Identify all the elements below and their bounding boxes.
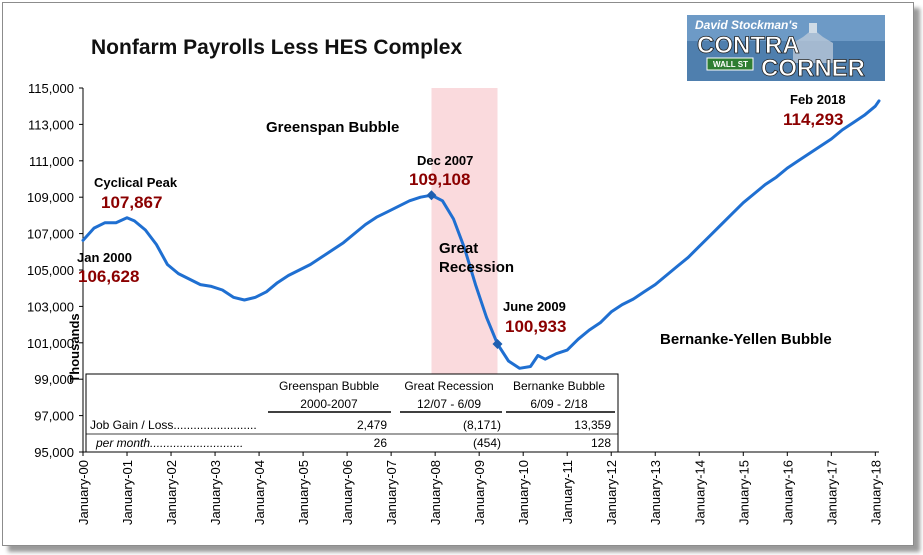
table-row1-col2: (8,171) — [463, 418, 501, 432]
era-recession-1: Great — [439, 240, 478, 257]
annotation-jan2000-label: Jan 2000 — [77, 250, 132, 265]
table-col3-name: Bernanke Bubble — [513, 379, 605, 393]
annotation-jun2009-value: 100,933 — [505, 317, 566, 336]
chart-canvas: Nonfarm Payrolls Less HES Complex David … — [27, 15, 885, 525]
x-tick-label: January-09 — [472, 460, 487, 525]
logo-sign: WALL ST — [713, 60, 748, 69]
x-tick-label: January-03 — [208, 460, 223, 525]
logo-line2: CONTRA — [697, 32, 800, 59]
logo-line1: David Stockman's — [695, 18, 798, 32]
x-tick-label: January-06 — [340, 460, 355, 525]
x-tick-label: January-08 — [428, 460, 443, 525]
annotation-peak-label: Cyclical Peak — [94, 175, 178, 190]
x-tick-label: January-17 — [824, 460, 839, 525]
table-col2-name: Great Recession — [404, 379, 493, 393]
x-tick-label: January-02 — [164, 460, 179, 525]
annotation-peak-value: 107,867 — [101, 193, 162, 212]
y-axis-label: Thousands — [67, 313, 82, 382]
table-row2-col3: 128 — [591, 436, 611, 450]
logo-line3: CORNER — [761, 55, 865, 82]
x-tick-label: January-12 — [604, 460, 619, 525]
x-tick-label: January-07 — [384, 460, 399, 525]
y-tick-label: 109,000 — [27, 190, 74, 205]
x-tick-label: January-04 — [252, 460, 267, 525]
table-col1-name: Greenspan Bubble — [279, 379, 379, 393]
x-tick-label: January-13 — [648, 460, 663, 525]
era-greenspan: Greenspan Bubble — [266, 119, 399, 136]
y-tick-label: 105,000 — [27, 263, 74, 278]
y-tick-label: 95,000 — [34, 445, 74, 460]
y-tick-label: 113,000 — [28, 117, 74, 132]
table-col1-period: 2000-2007 — [300, 397, 358, 411]
table-row2-col2: (454) — [473, 436, 501, 450]
x-tick-label: January-14 — [692, 460, 707, 525]
x-tick-label: January-15 — [736, 460, 751, 525]
x-tick-label: January-11 — [560, 460, 575, 524]
x-tick-label: January-00 — [76, 460, 91, 525]
y-tick-label: 115,000 — [28, 81, 74, 96]
y-tick-label: 99,000 — [34, 372, 74, 387]
data-point-marker — [426, 190, 437, 201]
annotation-feb2018-label: Feb 2018 — [790, 92, 846, 107]
data-point-marker — [492, 339, 503, 350]
table-row2-col1: 26 — [374, 436, 388, 450]
y-tick-label: 107,000 — [27, 227, 74, 242]
table-row2-label: per month............................ — [95, 436, 243, 450]
annotation-feb2018-value: 114,293 — [783, 110, 844, 129]
x-tick-label: January-18 — [868, 460, 883, 525]
annotation-jun2009-label: June 2009 — [503, 299, 566, 314]
contra-corner-logo: David Stockman's CONTRA WALL ST CORNER — [687, 15, 885, 82]
summary-table: Greenspan Bubble 2000-2007 Great Recessi… — [85, 373, 619, 453]
x-tick-label: January-05 — [296, 460, 311, 525]
x-tick-label: January-10 — [516, 460, 531, 525]
table-row1-col3: 13,359 — [574, 418, 611, 432]
table-row1-col1: 2,479 — [357, 418, 387, 432]
table-col2-period: 12/07 - 6/09 — [417, 397, 481, 411]
chart-title: Nonfarm Payrolls Less HES Complex — [91, 36, 462, 59]
x-tick-label: January-16 — [780, 460, 795, 525]
era-bernanke: Bernanke-Yellen Bubble — [660, 331, 832, 348]
annotation-dec2007-label: Dec 2007 — [417, 153, 473, 168]
x-tick-label: January-01 — [120, 460, 135, 525]
annotation-jan2000-value: 106,628 — [78, 267, 139, 286]
y-tick-label: 111,000 — [29, 154, 74, 169]
series-line — [81, 99, 881, 370]
y-tick-label: 97,000 — [34, 409, 74, 424]
annotation-dec2007-value: 109,108 — [409, 170, 470, 189]
table-col3-period: 6/09 - 2/18 — [530, 397, 588, 411]
table-row1-label: Job Gain / Loss......................... — [90, 418, 257, 432]
chart-frame: Nonfarm Payrolls Less HES Complex David … — [2, 2, 914, 546]
era-recession-2: Recession — [439, 259, 514, 276]
y-tick-label: 103,000 — [27, 299, 74, 314]
y-tick-label: 101,000 — [27, 336, 74, 351]
